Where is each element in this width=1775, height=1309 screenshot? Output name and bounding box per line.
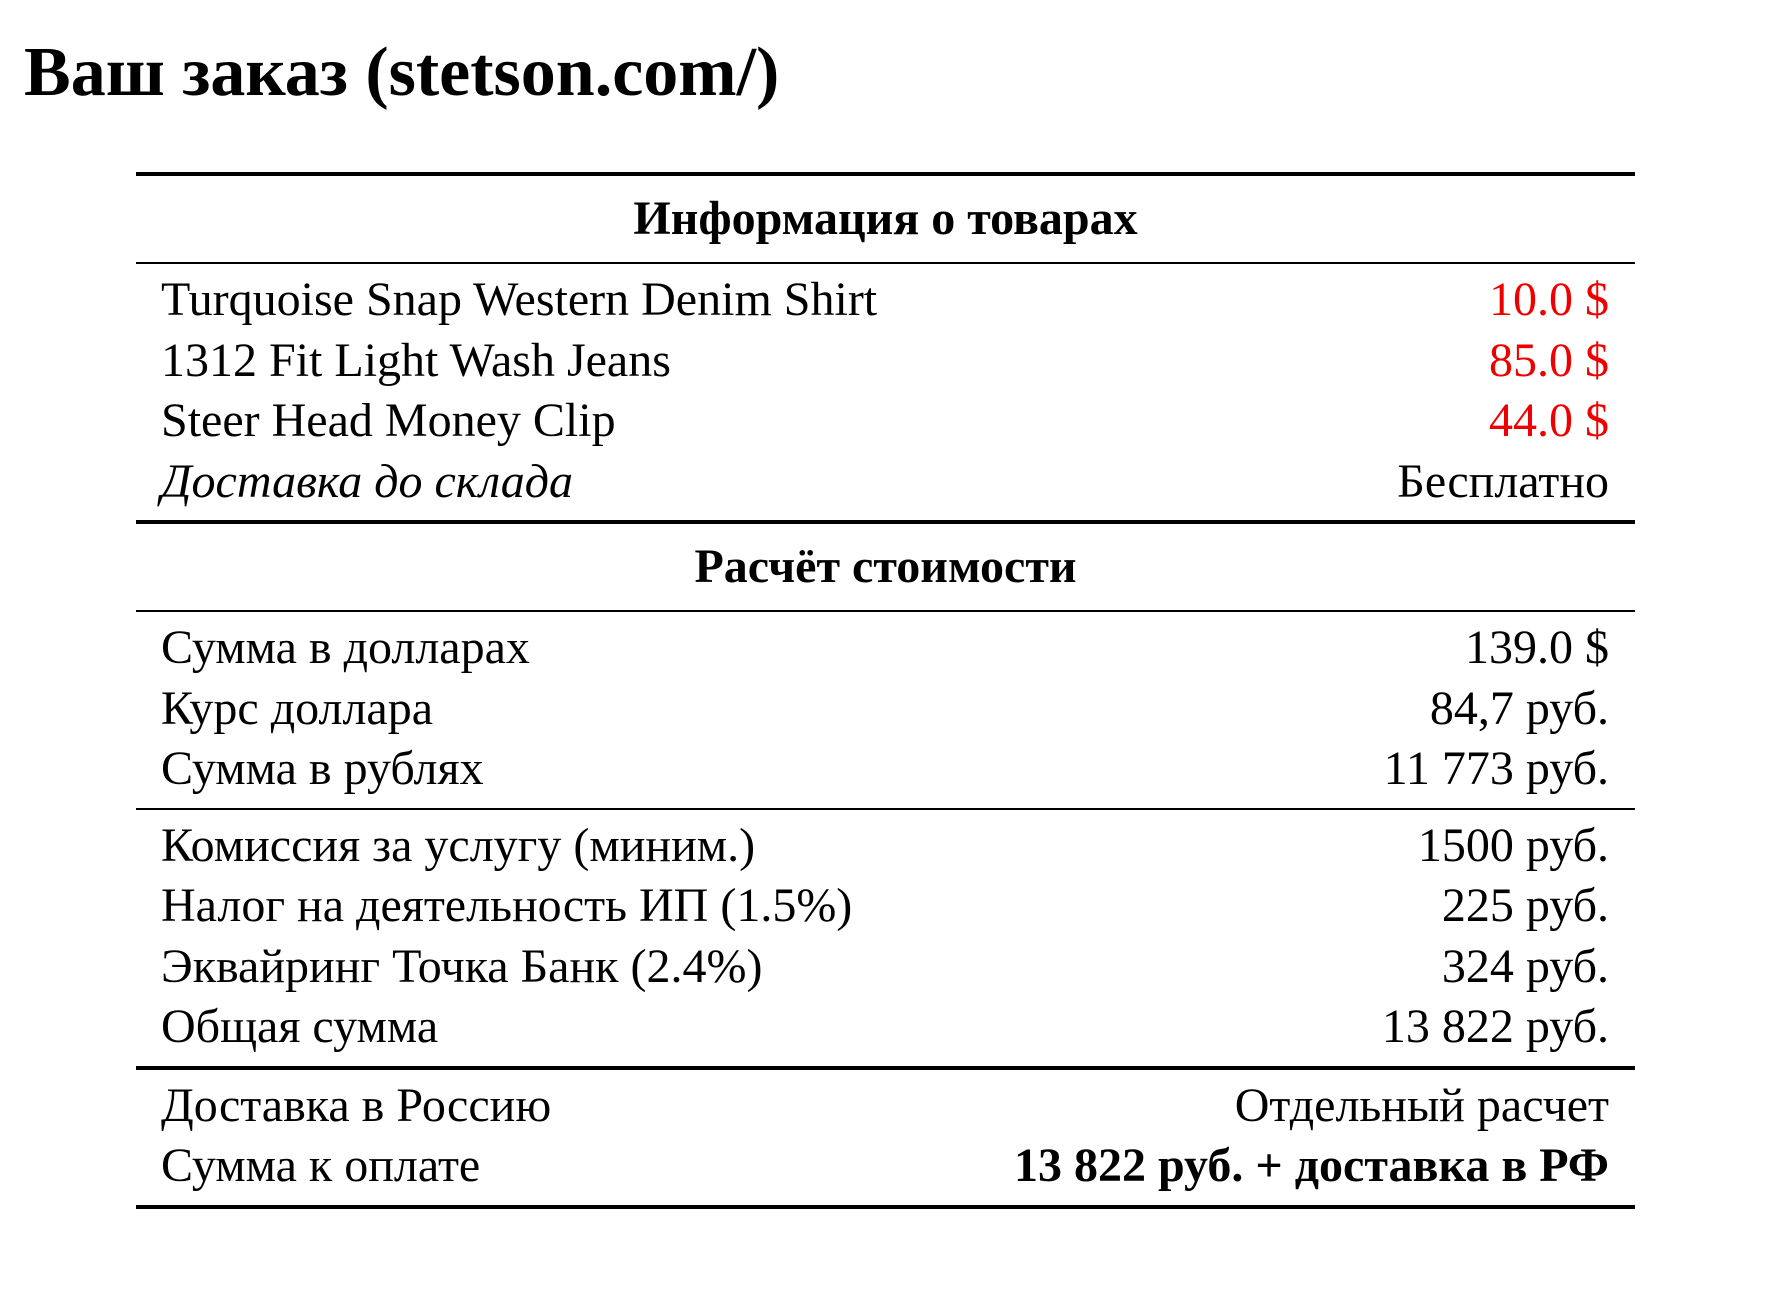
total-label: Общая сумма bbox=[161, 1000, 439, 1053]
amount-due-row: Сумма к оплате 13 822 руб. + доставка в Р… bbox=[136, 1136, 1635, 1197]
russia-shipping-label: Доставка в Россию bbox=[161, 1078, 552, 1132]
page-title: Ваш заказ (stetson.com/) bbox=[24, 34, 780, 111]
total-row: Общая сумма 13 822 руб. bbox=[136, 997, 1635, 1058]
divider bbox=[136, 520, 1635, 524]
fee-value: 1500 руб. bbox=[1417, 818, 1609, 872]
cost-value: 11 773 руб. bbox=[1383, 742, 1609, 795]
product-price: 10.0 $ bbox=[1489, 273, 1609, 326]
product-row: Turquoise Snap Western Denim Shirt 10.0 $ bbox=[136, 270, 1635, 331]
divider bbox=[136, 807, 1635, 810]
fee-row: Комиссия за услугу (миним.) 1500 руб. bbox=[136, 816, 1635, 877]
order-table: Информация о товарах Turquoise Snap West… bbox=[136, 172, 1635, 1209]
product-name: 1312 Fit Light Wash Jeans bbox=[161, 333, 671, 387]
cost-row: Курс доллара 84,7 руб. bbox=[136, 679, 1635, 740]
cost-value: 139.0 $ bbox=[1465, 621, 1609, 674]
amount-due-label: Сумма к оплате bbox=[161, 1139, 481, 1192]
total-value: 13 822 руб. bbox=[1381, 1000, 1609, 1053]
cost-row: Сумма в рублях 11 773 руб. bbox=[136, 739, 1635, 800]
fee-label: Эквайринг Точка Банк (2.4%) bbox=[161, 939, 763, 993]
cost-label: Сумма в рублях bbox=[161, 742, 484, 795]
divider bbox=[136, 172, 1635, 176]
product-row: Steer Head Money Clip 44.0 $ bbox=[136, 391, 1635, 452]
fee-value: 225 руб. bbox=[1441, 879, 1609, 932]
fee-row: Эквайринг Точка Банк (2.4%) 324 руб. bbox=[136, 937, 1635, 998]
fee-row: Налог на деятельность ИП (1.5%) 225 руб. bbox=[136, 876, 1635, 937]
shipping-row: Доставка до склада Бесплатно bbox=[136, 452, 1635, 513]
shipping-label: Доставка до склада bbox=[161, 454, 573, 508]
section-heading-cost: Расчёт стоимости bbox=[694, 540, 1077, 593]
product-name: Steer Head Money Clip bbox=[161, 394, 616, 447]
cost-label: Сумма в долларах bbox=[161, 621, 530, 674]
section-heading-products: Информация о товарах bbox=[633, 192, 1138, 245]
amount-due-value: 13 822 руб. + доставка в РФ bbox=[1013, 1139, 1609, 1192]
russia-shipping-value: Отдельный расчет bbox=[1234, 1078, 1609, 1132]
divider bbox=[136, 1204, 1635, 1209]
divider bbox=[136, 262, 1635, 264]
cost-label: Курс доллара bbox=[161, 681, 434, 735]
fee-value: 324 руб. bbox=[1441, 939, 1609, 993]
product-price: 85.0 $ bbox=[1489, 333, 1609, 387]
product-row: 1312 Fit Light Wash Jeans 85.0 $ bbox=[136, 331, 1635, 392]
product-price: 44.0 $ bbox=[1489, 394, 1609, 447]
divider bbox=[136, 1065, 1635, 1070]
cost-value: 84,7 руб. bbox=[1429, 681, 1609, 735]
russia-shipping-row: Доставка в Россию Отдельный расчет bbox=[136, 1076, 1635, 1137]
cost-row: Сумма в долларах 139.0 $ bbox=[136, 618, 1635, 679]
product-name: Turquoise Snap Western Denim Shirt bbox=[161, 273, 878, 326]
fee-label: Комиссия за услугу (миним.) bbox=[161, 818, 756, 872]
fee-label: Налог на деятельность ИП (1.5%) bbox=[161, 879, 853, 932]
shipping-value: Бесплатно bbox=[1397, 454, 1609, 508]
divider bbox=[136, 610, 1635, 612]
